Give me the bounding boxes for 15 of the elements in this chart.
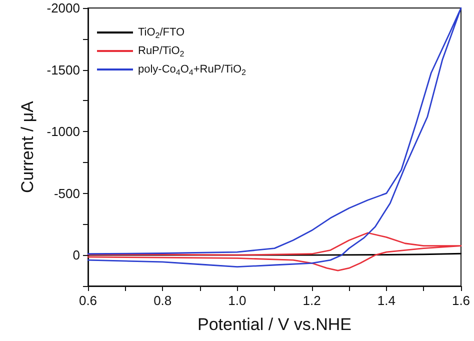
x-axis-title: Potential / V vs.NHE — [197, 315, 352, 334]
y-tick-label: -500 — [54, 186, 80, 201]
y-tick-label: -1000 — [46, 124, 80, 140]
x-tick-label: 1.4 — [377, 293, 396, 308]
line-series — [87, 232, 462, 272]
x-tick-label: 0.6 — [78, 293, 98, 308]
x-tick-label: 0.8 — [154, 293, 172, 308]
y-tick-label: -1500 — [46, 62, 80, 78]
x-tick-label: 1.6 — [452, 293, 470, 308]
y-tick-label: -2000 — [46, 0, 80, 16]
y-axis-title: Current / μA — [18, 100, 37, 193]
y-tick-label: 0 — [72, 248, 80, 263]
x-tick-label: 1.2 — [302, 293, 321, 308]
line-series — [87, 7, 462, 268]
x-tick-label: 1.0 — [228, 293, 246, 308]
